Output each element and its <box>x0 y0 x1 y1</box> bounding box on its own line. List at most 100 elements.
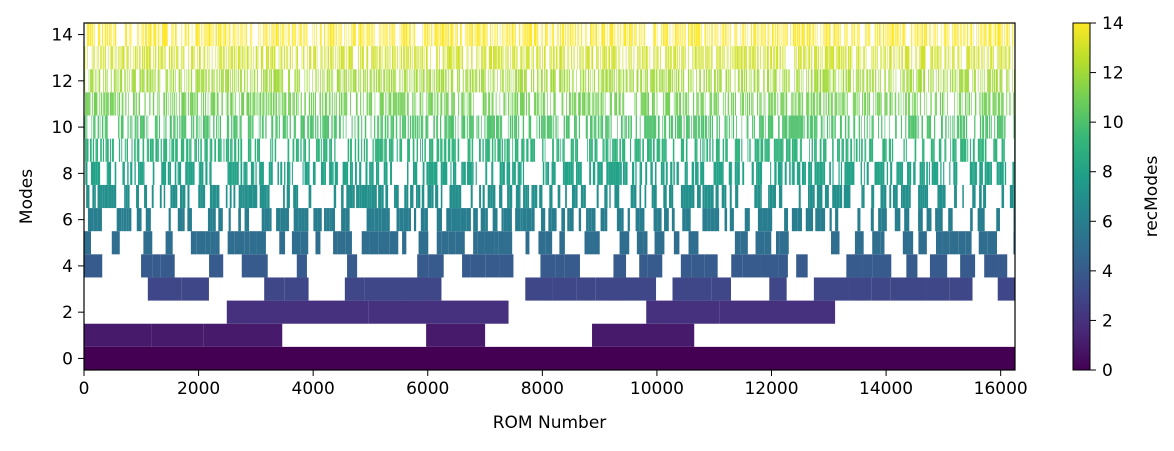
heatmap-cell <box>761 92 762 116</box>
heatmap-cell <box>471 46 472 70</box>
heatmap-cell <box>865 23 866 47</box>
heatmap-cell <box>131 115 133 139</box>
heatmap-cell <box>239 46 240 70</box>
heatmap-cell <box>313 208 318 232</box>
heatmap-cell <box>335 115 337 139</box>
heatmap-cell <box>245 69 247 93</box>
heatmap-cell <box>778 115 780 139</box>
heatmap-cell <box>754 115 755 139</box>
heatmap-cell <box>702 208 708 232</box>
heatmap-cell <box>479 23 481 47</box>
heatmap-cell <box>566 92 567 116</box>
heatmap-cell <box>900 115 902 139</box>
x-tick-label: 16000 <box>974 379 1028 399</box>
heatmap-cell <box>534 92 535 116</box>
heatmap-cell <box>267 184 270 209</box>
heatmap-cell <box>167 23 168 47</box>
heatmap-cell <box>334 138 336 162</box>
heatmap-cell <box>857 69 859 93</box>
heatmap-cell <box>482 23 484 47</box>
heatmap-cell <box>442 69 443 93</box>
heatmap-cell <box>190 161 193 185</box>
heatmap-cell <box>680 254 692 278</box>
heatmap-cell <box>235 92 237 116</box>
heatmap-cell <box>981 46 982 70</box>
heatmap-cell <box>905 115 907 139</box>
heatmap-cell <box>924 184 927 209</box>
heatmap-cell <box>441 69 443 93</box>
heatmap-cell <box>653 208 658 232</box>
heatmap-cell <box>150 69 152 93</box>
heatmap-cell <box>961 115 963 139</box>
heatmap-cell <box>207 23 208 47</box>
heatmap-cell <box>879 92 881 116</box>
heatmap-cell <box>325 92 327 116</box>
heatmap-cell <box>139 46 140 70</box>
heatmap-cell <box>346 92 348 116</box>
heatmap-cell <box>528 46 530 70</box>
heatmap-cell <box>531 208 535 232</box>
heatmap-cell <box>923 69 925 93</box>
heatmap-cell <box>578 208 582 232</box>
heatmap-cell <box>284 92 285 116</box>
heatmap-cell <box>846 254 863 278</box>
heatmap-cell <box>485 46 487 70</box>
heatmap-cell <box>530 23 532 47</box>
heatmap-cell <box>341 208 346 232</box>
heatmap-cell <box>892 184 896 209</box>
heatmap-cell <box>222 46 224 70</box>
heatmap-cell <box>573 46 575 70</box>
heatmap-cell <box>896 46 898 70</box>
heatmap-cell <box>455 23 456 47</box>
heatmap-cell <box>787 69 789 93</box>
heatmap-cell <box>966 46 967 70</box>
heatmap-cell <box>336 69 338 93</box>
heatmap-cell <box>1002 115 1004 139</box>
heatmap-cell <box>300 138 302 162</box>
heatmap-cell <box>332 69 334 93</box>
heatmap-cell <box>728 115 730 139</box>
heatmap-cell <box>898 92 900 116</box>
heatmap-cell <box>284 161 286 185</box>
heatmap-cell <box>481 46 483 70</box>
heatmap-cell <box>979 184 982 209</box>
heatmap-cell <box>366 46 367 70</box>
heatmap-cell <box>995 69 997 93</box>
heatmap-cell <box>375 46 377 70</box>
heatmap-cell <box>198 69 200 93</box>
heatmap-cell <box>562 161 565 185</box>
heatmap-cell <box>744 208 750 232</box>
heatmap-cell <box>249 46 251 70</box>
heatmap-cell <box>580 46 582 70</box>
heatmap-cell <box>125 184 128 209</box>
heatmap-cell <box>271 69 273 93</box>
heatmap-cell <box>730 23 731 47</box>
heatmap-cell <box>671 184 674 209</box>
heatmap-cell <box>947 23 949 47</box>
heatmap-cell <box>198 138 200 162</box>
heatmap-cell <box>989 23 991 47</box>
heatmap-cell <box>457 115 459 139</box>
heatmap-cell <box>608 69 610 93</box>
heatmap-cell <box>379 69 380 93</box>
heatmap-cell <box>717 69 719 93</box>
heatmap-cell <box>528 92 530 116</box>
heatmap-cell <box>408 138 410 162</box>
heatmap-cell <box>879 23 881 47</box>
heatmap-cell <box>153 92 155 116</box>
heatmap-cell <box>625 69 627 93</box>
heatmap-cell <box>882 138 884 162</box>
heatmap-cell <box>537 46 539 70</box>
heatmap-cell <box>798 92 800 116</box>
heatmap-cell <box>182 92 184 116</box>
heatmap-cell <box>224 23 226 47</box>
heatmap-cell <box>551 115 553 139</box>
heatmap-cell <box>146 115 147 139</box>
heatmap-cell <box>878 115 880 139</box>
heatmap-cell <box>393 115 395 139</box>
heatmap-cell <box>184 23 186 47</box>
heatmap-cell <box>432 92 434 116</box>
heatmap-cell <box>824 23 825 47</box>
heatmap-cell <box>363 23 364 47</box>
heatmap-cell <box>577 23 578 47</box>
